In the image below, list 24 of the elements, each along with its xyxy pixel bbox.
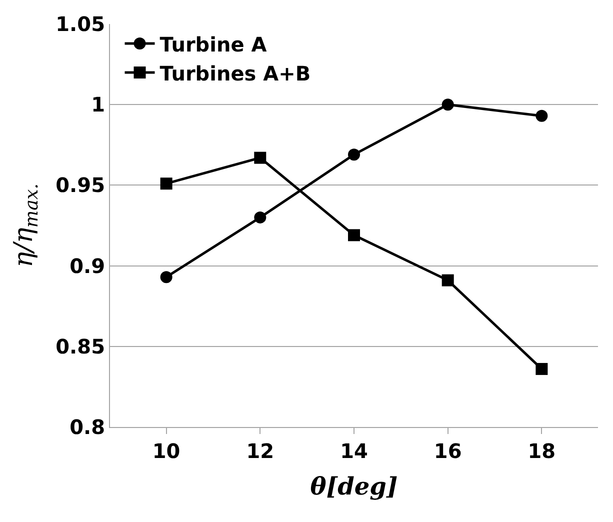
point bbox=[348, 229, 360, 242]
y-tick-label: 0.85 bbox=[56, 334, 105, 358]
point bbox=[254, 211, 266, 224]
point bbox=[536, 362, 548, 375]
point bbox=[160, 271, 172, 284]
x-tick-label: 14 bbox=[340, 439, 368, 463]
y-tick-label: 1.05 bbox=[56, 12, 105, 36]
point bbox=[536, 110, 548, 122]
y-tick-label: 0.8 bbox=[70, 415, 105, 439]
y-tick-label: 0.9 bbox=[70, 254, 105, 278]
legend-label: Turbine A bbox=[160, 32, 268, 56]
x-axis-title: θ[deg] bbox=[310, 471, 398, 500]
x-tick-label: 18 bbox=[528, 439, 556, 463]
point bbox=[160, 178, 172, 190]
x-tick-label: 16 bbox=[434, 439, 462, 463]
point bbox=[442, 98, 454, 111]
x-tick-label: 10 bbox=[152, 439, 180, 463]
point bbox=[254, 152, 266, 164]
point bbox=[348, 148, 360, 161]
x-tick-label: 12 bbox=[246, 439, 274, 463]
y-tick-label: 0.95 bbox=[56, 173, 105, 198]
legend-label: Turbines A+B bbox=[160, 61, 311, 86]
y-tick-label: 1 bbox=[91, 92, 105, 117]
point bbox=[442, 274, 454, 286]
